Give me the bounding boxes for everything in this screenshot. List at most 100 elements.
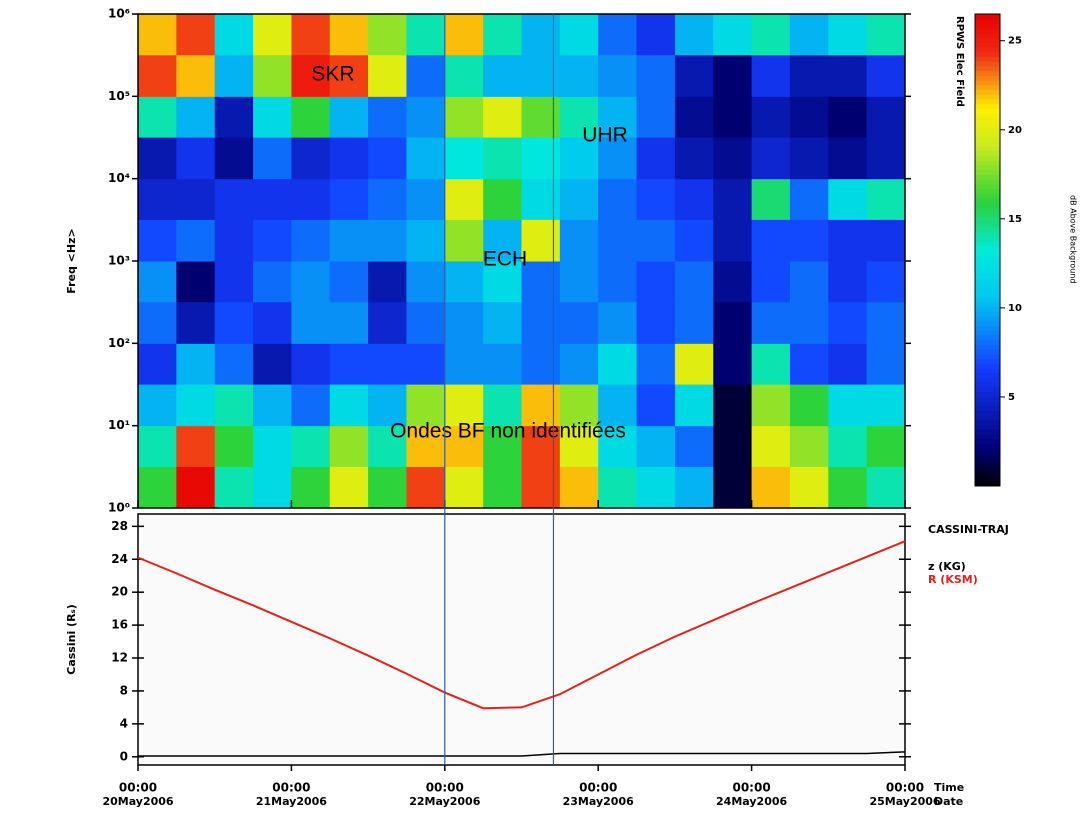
spectrogram-cell <box>559 425 599 467</box>
spectrogram-cell <box>483 384 522 427</box>
colorbar-swatch <box>975 471 1000 478</box>
x-tick-date: 23May2006 <box>563 795 634 808</box>
spectrogram-cell <box>214 219 254 262</box>
annotation: UHR <box>582 124 628 147</box>
colorbar-swatch <box>975 448 1000 454</box>
spectrogram-cell <box>636 178 676 220</box>
spectrogram-cell <box>789 178 829 220</box>
spectrogram-cell <box>828 96 868 138</box>
spectrogram-cell <box>214 466 254 509</box>
annotation: SKR <box>311 63 354 86</box>
colorbar-swatch <box>975 481 1000 487</box>
spectrogram-cell <box>444 261 484 303</box>
spectrogram-cell <box>253 261 292 303</box>
spectrogram-cell <box>253 137 292 180</box>
colorbar-swatch <box>975 368 1000 374</box>
colorbar-swatch <box>975 113 1000 119</box>
colorbar-swatch <box>975 306 1000 312</box>
spectrogram-cell <box>866 261 906 303</box>
spectrogram-cell <box>713 54 753 97</box>
colorbar-swatch <box>975 226 1000 232</box>
x-tick-date: 24May2006 <box>716 795 787 808</box>
colorbar-swatch <box>975 183 1000 190</box>
colorbar-swatch <box>975 108 1000 114</box>
spectrogram-cell <box>674 261 714 303</box>
colorbar-swatch <box>975 443 1000 449</box>
spectrogram-cell <box>559 219 599 262</box>
spectrogram-cell <box>866 384 906 427</box>
spectrogram-cell <box>751 466 791 509</box>
colorbar-swatch <box>975 150 1000 157</box>
colorbar-swatch <box>975 415 1000 421</box>
colorbar-tick-label: 10 <box>1008 303 1022 314</box>
spectrogram-cell <box>291 425 331 467</box>
spectrogram-cell <box>253 384 292 427</box>
colorbar-swatch <box>975 188 1000 194</box>
spectrogram-cell <box>406 96 446 138</box>
colorbar-swatch <box>975 160 1000 166</box>
spectrogram-cell <box>329 96 369 138</box>
y-tick-label: 10³ <box>108 254 130 268</box>
colorbar-swatch <box>975 396 1000 402</box>
spectrogram-cell <box>291 343 331 385</box>
colorbar-swatch <box>975 32 1000 39</box>
spectrogram-cell <box>329 137 369 180</box>
colorbar-swatch <box>975 84 1000 91</box>
y-tick-label: 20 <box>111 585 128 599</box>
colorbar-swatch <box>975 103 1000 109</box>
colorbar-swatch <box>975 452 1000 459</box>
spectrogram-cell <box>559 261 599 303</box>
colorbar-swatch <box>975 344 1000 350</box>
colorbar-swatch <box>975 325 1000 331</box>
spectrogram-cell <box>789 14 829 56</box>
spectrogram-cell <box>713 178 753 220</box>
spectrogram-cell <box>483 137 522 180</box>
spectrogram-cell <box>291 384 331 427</box>
spectrogram-cell <box>636 425 676 467</box>
colorbar-swatch <box>975 353 1000 360</box>
spectrogram-cell <box>559 96 599 138</box>
colorbar-swatch <box>975 193 1000 199</box>
spectrogram-cell <box>713 466 753 509</box>
colorbar-swatch <box>975 292 1000 298</box>
colorbar-swatch <box>975 419 1000 426</box>
colorbar-swatch <box>975 14 1000 20</box>
spectrogram-cell <box>253 425 292 467</box>
x-tick-label: 00:00 <box>886 781 924 795</box>
spectrogram-cell <box>521 54 561 97</box>
spectrogram-cell <box>406 54 446 97</box>
colorbar-swatch <box>975 462 1000 468</box>
colorbar-swatch <box>975 278 1000 284</box>
colorbar-swatch <box>975 61 1000 67</box>
spectrogram-cell <box>329 54 369 97</box>
spectrogram-cell <box>291 219 331 262</box>
colorbar-tick-label: 5 <box>1008 392 1015 403</box>
spectrogram-cell <box>214 54 254 97</box>
spectrogram-cell <box>444 14 484 56</box>
spectrogram-cell <box>789 343 829 385</box>
spectrogram-cell <box>291 137 331 180</box>
colorbar-swatch <box>975 311 1000 317</box>
y-tick-label: 24 <box>111 552 128 566</box>
spectrogram-cell <box>828 301 868 344</box>
colorbar-swatch <box>975 37 1000 43</box>
spectrogram-cell <box>253 178 292 220</box>
colorbar-swatch <box>975 18 1000 24</box>
y-tick-label: 10¹ <box>108 418 130 432</box>
colorbar-swatch <box>975 287 1000 293</box>
spectrogram-cell <box>138 343 177 385</box>
spectrogram-cell <box>253 343 292 385</box>
x-tick-date: 25May2006 <box>869 795 940 808</box>
spectrogram-cell <box>214 96 254 138</box>
spectrogram-cell <box>521 96 561 138</box>
spectrogram-cell <box>253 54 292 97</box>
spectrogram-cell <box>291 14 331 56</box>
spectrogram-cell <box>751 178 791 220</box>
spectrogram-cell <box>559 54 599 97</box>
colorbar-swatch <box>975 146 1000 152</box>
colorbar-swatch <box>975 70 1000 76</box>
spectrogram-cell <box>789 54 829 97</box>
spectrogram-cell <box>138 219 177 262</box>
colorbar-swatch <box>975 438 1000 445</box>
